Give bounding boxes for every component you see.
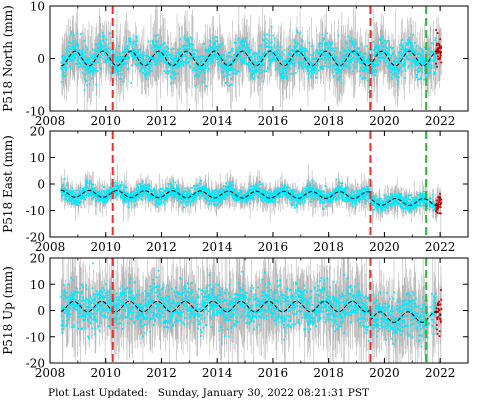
x-tick-label: 2022 [425, 114, 456, 128]
x-tick-label: 2010 [90, 114, 121, 128]
x-tick-label: 2010 [90, 366, 121, 380]
seasonal-model-line [61, 50, 442, 67]
x-tick-label: 2010 [90, 240, 121, 254]
y-tick-label: 10 [30, 0, 45, 14]
error-bars [60, 163, 442, 237]
y-tick-label: -10 [26, 330, 45, 344]
x-tick-label: 2022 [425, 366, 456, 380]
plot-area [60, 163, 443, 237]
y-tick-label: -20 [26, 357, 45, 371]
x-tick-label: 2016 [258, 240, 289, 254]
y-tick-label: 0 [37, 52, 45, 66]
y-tick-label: 20 [30, 252, 45, 266]
x-tick-label: 2016 [258, 114, 289, 128]
y-tick-label: -10 [26, 204, 45, 218]
plot-area [60, 6, 443, 111]
y-tick-label: 0 [37, 304, 45, 318]
x-tick-label: 2012 [146, 114, 177, 128]
y-tick-label: 0 [37, 178, 45, 192]
seasonal-model-line [60, 300, 442, 323]
y-tick-label: 20 [30, 125, 45, 139]
x-tick-label: 2014 [202, 114, 233, 128]
y-axis-label: P518 East (mm) [1, 135, 15, 233]
x-tick-label: 2014 [202, 240, 233, 254]
x-tick-label: 2012 [146, 240, 177, 254]
y-tick-label: 10 [30, 278, 45, 292]
x-tick-label: 2018 [313, 240, 344, 254]
x-tick-label: 2014 [202, 366, 233, 380]
y-tick-label: -20 [26, 231, 45, 245]
plot-last-updated: Plot Last Updated: Sunday, January 30, 2… [48, 387, 370, 399]
x-tick-label: 2016 [258, 366, 289, 380]
x-tick-label: 2022 [425, 240, 456, 254]
x-tick-label: 2008 [35, 240, 66, 254]
x-tick-label: 2020 [369, 366, 400, 380]
x-tick-label: 2008 [35, 114, 66, 128]
x-tick-label: 2018 [313, 366, 344, 380]
x-tick-label: 2020 [369, 240, 400, 254]
y-axis-label: P518 North (mm) [1, 5, 15, 112]
seasonal-model-line [61, 189, 442, 207]
plot-area [60, 258, 443, 363]
y-axis-label: P518 Up (mm) [1, 266, 15, 355]
x-tick-label: 2020 [369, 114, 400, 128]
x-tick-label: 2008 [35, 366, 66, 380]
y-tick-label: 10 [30, 151, 45, 165]
y-tick-label: -10 [26, 105, 45, 119]
panel-east: 2008 2010 2012 2014 2016 2018 2020 2022 -20 -10 0 1… [1, 125, 469, 254]
observations [60, 178, 437, 214]
panel-north: 2008 2010 2012 2014 2016 2018 2020 2022 -10 0 10 P5… [1, 0, 469, 128]
panel-up: 2008 2010 2012 2014 2016 2018 2020 2022 -20 -10 0 1… [1, 252, 469, 380]
x-tick-label: 2018 [313, 114, 344, 128]
x-tick-label: 2012 [146, 366, 177, 380]
